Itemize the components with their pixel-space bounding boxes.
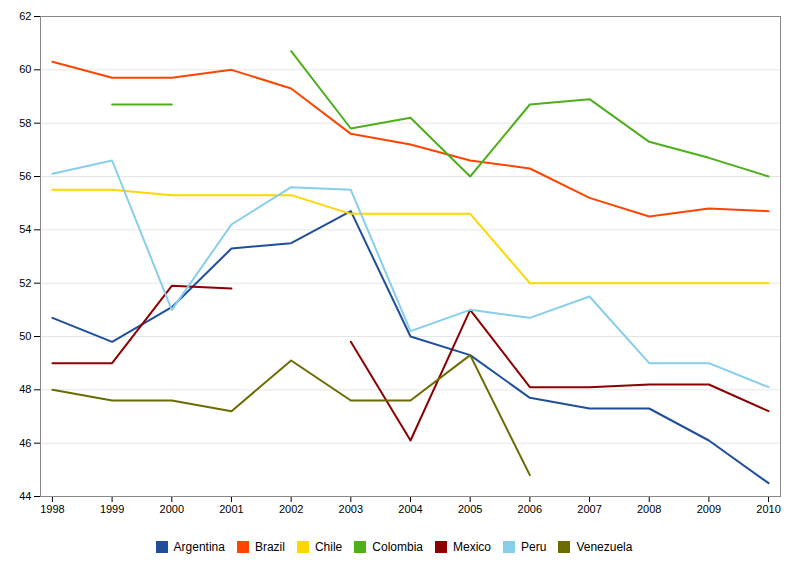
svg-text:1999: 1999 <box>100 503 124 515</box>
svg-text:56: 56 <box>19 170 31 182</box>
svg-text:2003: 2003 <box>339 503 363 515</box>
svg-text:62: 62 <box>19 10 31 22</box>
svg-text:2008: 2008 <box>637 503 661 515</box>
html-text:Colombia: Colombia <box>372 539 423 554</box>
svg-text:48: 48 <box>19 383 31 395</box>
html-text:Peru: Peru <box>521 539 547 554</box>
html-text:Argentina: Argentina <box>173 539 225 554</box>
svg-text:2004: 2004 <box>398 503 422 515</box>
svg-text:44: 44 <box>19 490 31 502</box>
svg-text:2002: 2002 <box>279 503 303 515</box>
html-text:Chile: Chile <box>314 539 343 554</box>
svg-text:60: 60 <box>19 63 31 75</box>
html-text:Venezuela: Venezuela <box>576 539 633 554</box>
svg-text:2000: 2000 <box>160 503 184 515</box>
svg-text:58: 58 <box>19 117 31 129</box>
svg-text:2001: 2001 <box>219 503 243 515</box>
svg-text:2010: 2010 <box>756 503 780 515</box>
svg-text:50: 50 <box>19 330 31 342</box>
svg-text:2005: 2005 <box>458 503 482 515</box>
svg-text:1998: 1998 <box>40 503 64 515</box>
html-text:Mexico: Mexico <box>453 539 491 554</box>
svg-text:54: 54 <box>19 223 31 235</box>
svg-text:2006: 2006 <box>518 503 542 515</box>
svg-text:2007: 2007 <box>577 503 601 515</box>
svg-text:2009: 2009 <box>697 503 721 515</box>
svg-text:52: 52 <box>19 277 31 289</box>
svg-text:46: 46 <box>19 437 31 449</box>
html-text:Brazil: Brazil <box>254 539 285 554</box>
